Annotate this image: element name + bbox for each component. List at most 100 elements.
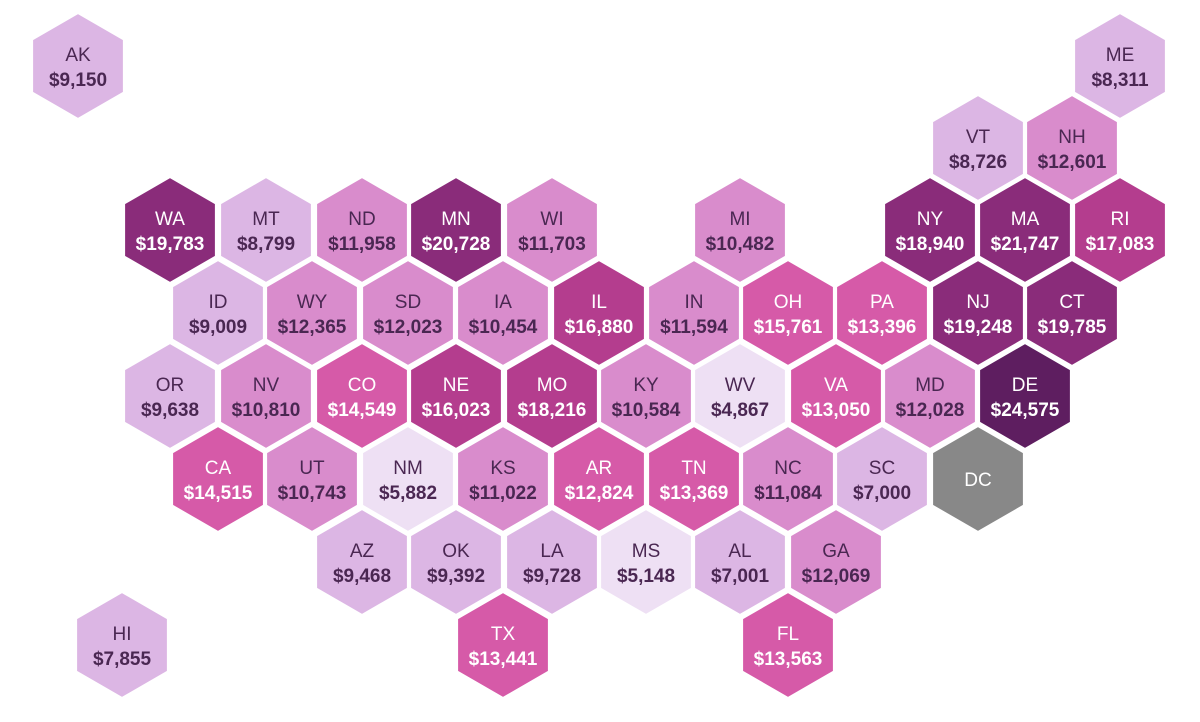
state-tile-wi[interactable]: WI $11,703 <box>505 175 599 285</box>
state-tile-in[interactable]: IN $11,594 <box>647 258 741 368</box>
state-abbr: IA <box>494 292 512 313</box>
state-tile-sc[interactable]: SC $7,000 <box>835 424 929 534</box>
state-abbr: MA <box>1011 209 1040 230</box>
state-hexagon <box>931 93 1025 203</box>
state-tile-id[interactable]: ID $9,009 <box>171 258 265 368</box>
state-tile-vt[interactable]: VT $8,726 <box>931 93 1025 203</box>
state-tile-mn[interactable]: MN $20,728 <box>409 175 503 285</box>
state-value: $11,084 <box>754 483 822 504</box>
state-hexagon <box>315 341 409 451</box>
state-hexagon <box>741 424 835 534</box>
state-tile-or[interactable]: OR $9,638 <box>123 341 217 451</box>
state-tile-ut[interactable]: UT $10,743 <box>265 424 359 534</box>
state-abbr: KS <box>490 458 515 479</box>
state-abbr: AL <box>728 541 751 562</box>
state-abbr: GA <box>822 541 850 562</box>
state-tile-la[interactable]: LA $9,728 <box>505 507 599 617</box>
state-tile-hi[interactable]: HI $7,855 <box>75 590 169 700</box>
state-tile-ri[interactable]: RI $17,083 <box>1073 175 1167 285</box>
state-tile-md[interactable]: MD $12,028 <box>883 341 977 451</box>
state-tile-ks[interactable]: KS $11,022 <box>456 424 550 534</box>
state-abbr: MI <box>729 209 750 230</box>
state-tile-ca[interactable]: CA $14,515 <box>171 424 265 534</box>
state-tile-de[interactable]: DE $24,575 <box>978 341 1072 451</box>
state-hexagon <box>456 590 550 700</box>
state-tile-ga[interactable]: GA $12,069 <box>789 507 883 617</box>
state-tile-ct[interactable]: CT $19,785 <box>1025 258 1119 368</box>
state-value: $11,594 <box>660 317 728 338</box>
state-tile-mt[interactable]: MT $8,799 <box>219 175 313 285</box>
state-hexagon <box>409 175 503 285</box>
state-tile-ma[interactable]: MA $21,747 <box>978 175 1072 285</box>
state-abbr: AK <box>65 45 91 66</box>
state-tile-va[interactable]: VA $13,050 <box>789 341 883 451</box>
state-tile-ar[interactable]: AR $12,824 <box>552 424 646 534</box>
state-abbr: RI <box>1111 209 1130 230</box>
state-value: $12,824 <box>565 483 634 504</box>
state-tile-me[interactable]: ME $8,311 <box>1073 11 1167 121</box>
state-tile-nc[interactable]: NC $11,084 <box>741 424 835 534</box>
state-abbr: WV <box>725 375 756 396</box>
state-tile-tn[interactable]: TN $13,369 <box>647 424 741 534</box>
state-tile-ok[interactable]: OK $9,392 <box>409 507 503 617</box>
state-abbr: MS <box>632 541 661 562</box>
state-value: $7,000 <box>853 483 911 504</box>
state-abbr: UT <box>299 458 325 479</box>
state-tile-nm[interactable]: NM $5,882 <box>361 424 455 534</box>
state-tile-oh[interactable]: OH $15,761 <box>741 258 835 368</box>
state-hexagon <box>789 341 883 451</box>
state-value: $11,022 <box>469 483 537 504</box>
state-tile-sd[interactable]: SD $12,023 <box>361 258 455 368</box>
state-tile-ms[interactable]: MS $5,148 <box>599 507 693 617</box>
state-value: $7,855 <box>93 649 152 670</box>
state-tile-ak[interactable]: AK $9,150 <box>31 11 125 121</box>
state-abbr: TN <box>681 458 706 479</box>
state-tile-nh[interactable]: NH $12,601 <box>1025 93 1119 203</box>
state-tile-mi[interactable]: MI $10,482 <box>693 175 787 285</box>
state-hexagon <box>505 507 599 617</box>
state-tile-wv[interactable]: WV $4,867 <box>693 341 787 451</box>
state-value: $9,728 <box>523 566 581 587</box>
state-hexagon <box>599 341 693 451</box>
state-tile-il[interactable]: IL $16,880 <box>552 258 646 368</box>
state-hexagon <box>883 341 977 451</box>
state-value: $4,867 <box>711 400 769 421</box>
state-tile-ia[interactable]: IA $10,454 <box>456 258 550 368</box>
state-tile-nj[interactable]: NJ $19,248 <box>931 258 1025 368</box>
state-value: $20,728 <box>422 234 491 255</box>
state-abbr: AZ <box>350 541 375 562</box>
state-tile-tx[interactable]: TX $13,441 <box>456 590 550 700</box>
state-abbr: NJ <box>966 292 989 313</box>
state-tile-dc[interactable]: DC <box>931 424 1025 534</box>
state-value: $10,454 <box>469 317 538 338</box>
state-tile-ny[interactable]: NY $18,940 <box>883 175 977 285</box>
state-tile-pa[interactable]: PA $13,396 <box>835 258 929 368</box>
state-abbr: VA <box>824 375 848 396</box>
state-tile-ne[interactable]: NE $16,023 <box>409 341 503 451</box>
state-tile-nv[interactable]: NV $10,810 <box>219 341 313 451</box>
state-value: $7,001 <box>711 566 770 587</box>
state-abbr: AR <box>586 458 612 479</box>
state-abbr: KY <box>633 375 659 396</box>
state-value: $12,069 <box>802 566 871 587</box>
state-value: $13,441 <box>469 649 538 670</box>
state-tile-ky[interactable]: KY $10,584 <box>599 341 693 451</box>
state-tile-mo[interactable]: MO $18,216 <box>505 341 599 451</box>
state-value: $16,023 <box>422 400 491 421</box>
state-value: $10,584 <box>612 400 681 421</box>
state-hexagon <box>741 258 835 368</box>
state-value: $8,726 <box>949 152 1007 173</box>
state-tile-fl[interactable]: FL $13,563 <box>741 590 835 700</box>
state-abbr: FL <box>777 624 799 645</box>
state-hexagon <box>693 341 787 451</box>
state-tile-nd[interactable]: ND $11,958 <box>315 175 409 285</box>
state-tile-wy[interactable]: WY $12,365 <box>265 258 359 368</box>
state-tile-wa[interactable]: WA $19,783 <box>123 175 217 285</box>
state-tile-al[interactable]: AL $7,001 <box>693 507 787 617</box>
state-value: $12,365 <box>278 317 347 338</box>
state-hexagon <box>978 175 1072 285</box>
state-hexagon <box>693 507 787 617</box>
state-hexagon <box>171 258 265 368</box>
state-tile-co[interactable]: CO $14,549 <box>315 341 409 451</box>
state-tile-az[interactable]: AZ $9,468 <box>315 507 409 617</box>
